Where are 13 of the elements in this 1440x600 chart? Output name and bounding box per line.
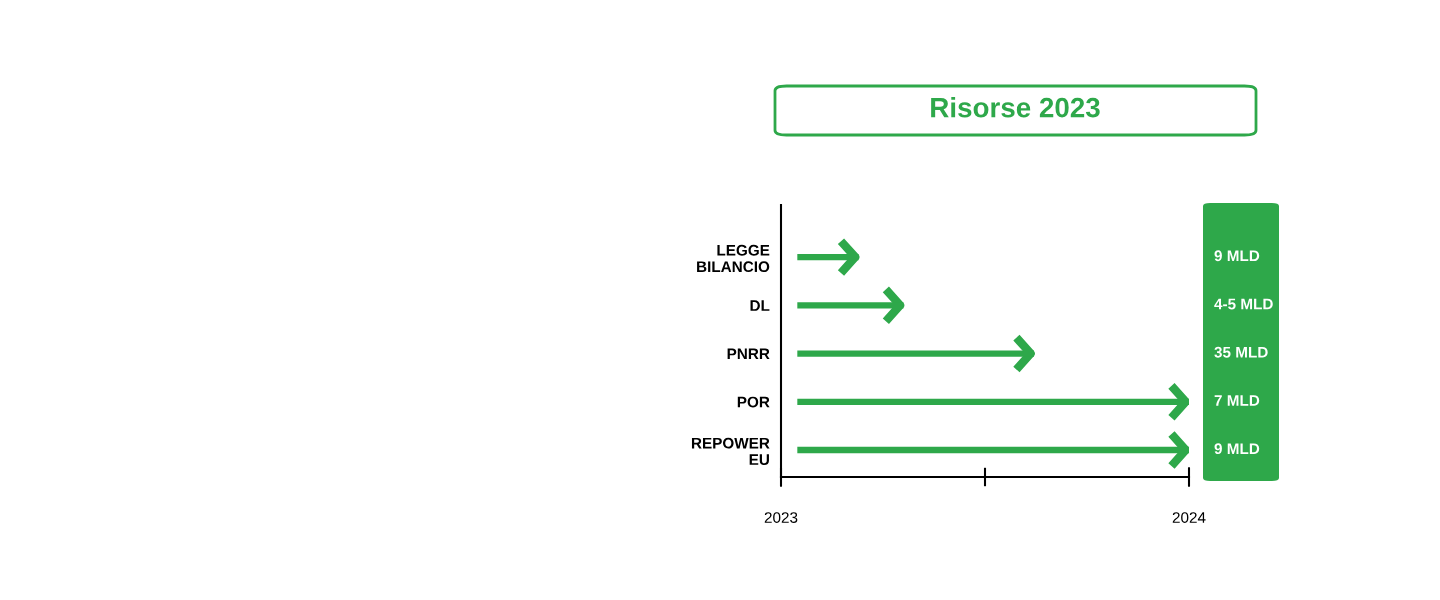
text: 35 MLD [1214,346,1268,358]
y-tick-label: LEGGE BILANCIO [697,244,770,273]
text: 9 MLD [1214,443,1260,455]
y-tick-label: POR [737,396,770,408]
x-tick-label: 2024 [1172,512,1206,523]
y-tick-label: DL [750,300,770,311]
y-tick-label: PNRR [727,348,770,360]
text: 7 MLD [1214,395,1260,406]
text: 4-5 MLD [1214,298,1273,310]
chart-title: Risorse 2023 [931,97,1100,118]
text: 9 MLD [1214,250,1260,262]
x-tick-label: 2023 [764,512,798,523]
y-tick-label: REPOWER EU [691,437,770,466]
